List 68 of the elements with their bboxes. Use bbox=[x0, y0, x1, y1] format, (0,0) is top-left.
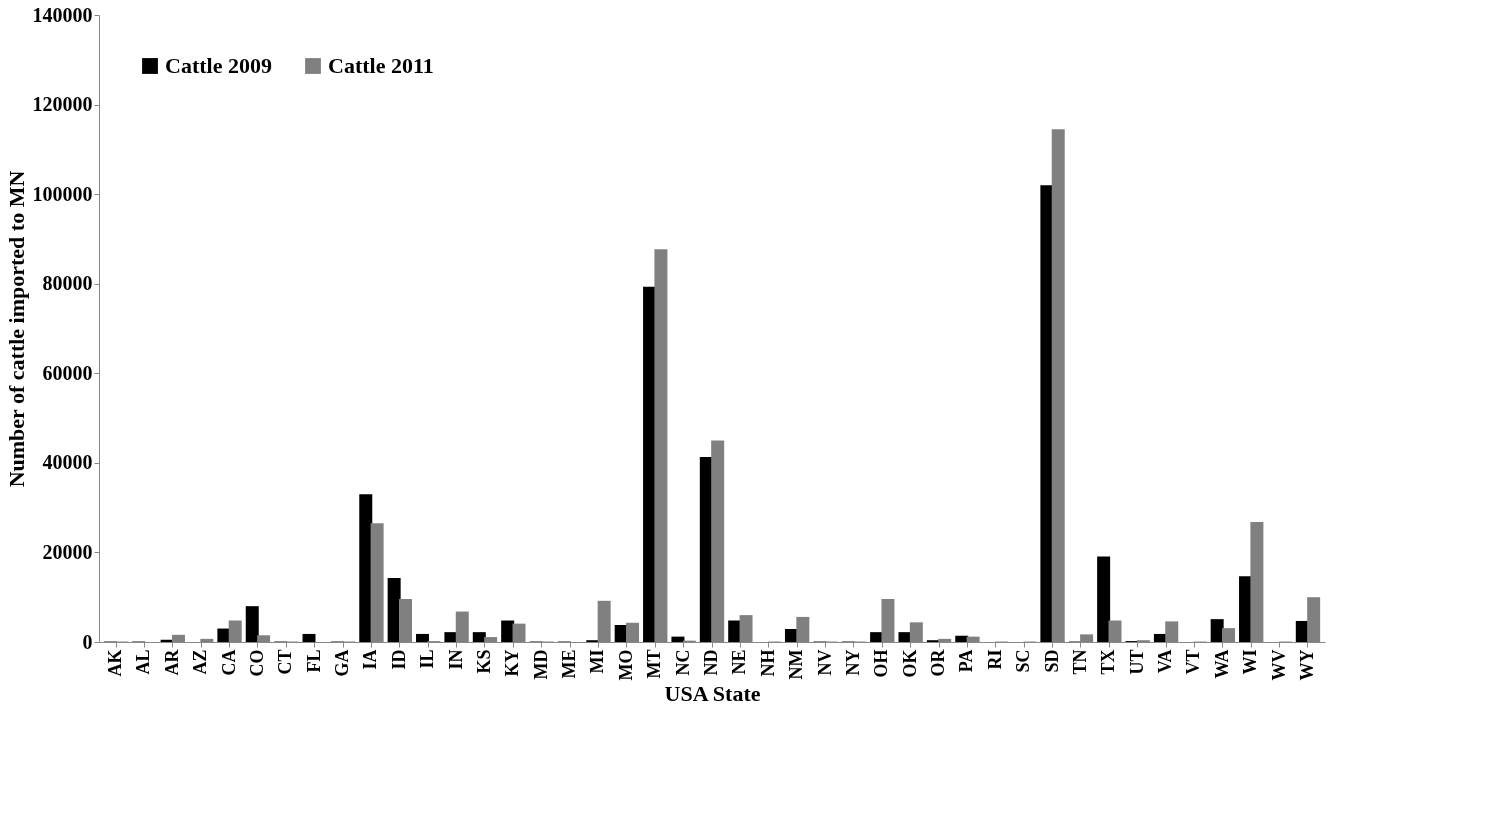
x-tick-label: CO bbox=[246, 649, 267, 677]
bar bbox=[472, 632, 486, 642]
x-tick-label: TX bbox=[1098, 649, 1119, 675]
x-tick-label: ND bbox=[701, 649, 721, 676]
y-axis-title: Number of cattle imported to MN bbox=[3, 170, 29, 488]
x-tick-label: UT bbox=[1126, 649, 1147, 675]
x-tick-label: NM bbox=[786, 649, 807, 680]
x-tick-label: MT bbox=[644, 649, 665, 679]
x-tick-label: MO bbox=[615, 649, 636, 681]
bar bbox=[359, 494, 373, 642]
x-tick-label: NE bbox=[729, 649, 750, 675]
legend-label: Cattle 2009 bbox=[165, 53, 272, 78]
x-tick-label: WI bbox=[1240, 649, 1261, 675]
x-tick-label: RI bbox=[984, 649, 1005, 670]
x-tick-label: AL bbox=[133, 649, 154, 675]
bar bbox=[728, 620, 742, 642]
y-tick-label: 0 bbox=[82, 630, 93, 653]
x-tick-label: IA bbox=[360, 649, 381, 670]
x-tick-label: NY bbox=[842, 649, 863, 676]
x-tick-label: GA bbox=[332, 649, 353, 677]
x-tick-label: SD bbox=[1041, 649, 1062, 673]
x-tick-label: SC bbox=[1013, 649, 1034, 673]
x-tick-label: OH bbox=[871, 649, 892, 678]
x-tick-label: MI bbox=[587, 649, 608, 674]
x-tick-label: PA bbox=[956, 649, 977, 673]
bar bbox=[444, 632, 458, 642]
x-axis-title: USA State bbox=[664, 681, 761, 707]
x-tick-label: CT bbox=[275, 649, 296, 675]
bar bbox=[245, 606, 259, 642]
x-tick-label: AR bbox=[161, 648, 182, 676]
x-tick-label: NC bbox=[672, 649, 693, 676]
x-tick-label: VA bbox=[1155, 649, 1176, 674]
x-tick-label: FL bbox=[303, 649, 324, 673]
y-tick-label: 80000 bbox=[42, 272, 93, 295]
x-tick-label: IL bbox=[417, 649, 438, 669]
bar bbox=[302, 633, 316, 642]
bar bbox=[898, 632, 912, 642]
x-tick-label: VT bbox=[1183, 649, 1204, 675]
x-tick-label: KS bbox=[473, 649, 494, 674]
bar bbox=[671, 636, 685, 642]
y-tick-label: 40000 bbox=[42, 451, 93, 474]
x-tick-label: ID bbox=[388, 649, 409, 670]
y-tick-label: 20000 bbox=[42, 540, 93, 563]
bar bbox=[1040, 185, 1054, 642]
x-tick-label: OK bbox=[899, 649, 920, 678]
x-tick-label: OR bbox=[928, 648, 949, 677]
x-tick-label: NH bbox=[757, 649, 778, 677]
x-tick-label: ME bbox=[559, 649, 580, 679]
x-tick-label: CA bbox=[218, 649, 239, 676]
y-tick-label: 60000 bbox=[42, 361, 93, 384]
bar bbox=[416, 633, 430, 642]
x-tick-label: AK bbox=[105, 649, 126, 677]
x-tick-label: WY bbox=[1296, 649, 1317, 681]
x-tick-label: AZ bbox=[190, 649, 211, 675]
bar bbox=[1210, 619, 1224, 642]
y-tick-label: 140000 bbox=[32, 3, 93, 26]
x-tick-label: NV bbox=[814, 649, 835, 676]
bar bbox=[1097, 556, 1111, 642]
x-tick-label: WA bbox=[1211, 649, 1232, 679]
x-tick-label: MD bbox=[530, 649, 551, 680]
x-tick-label: IN bbox=[445, 649, 466, 670]
y-tick-label: 120000 bbox=[32, 93, 93, 116]
bar bbox=[501, 620, 515, 642]
y-tick-label: 100000 bbox=[32, 182, 93, 205]
x-tick-label: WV bbox=[1268, 649, 1289, 681]
legend-label: Cattle 2011 bbox=[328, 53, 434, 78]
x-tick-label: KY bbox=[502, 649, 523, 677]
x-tick-label: TN bbox=[1069, 649, 1090, 675]
